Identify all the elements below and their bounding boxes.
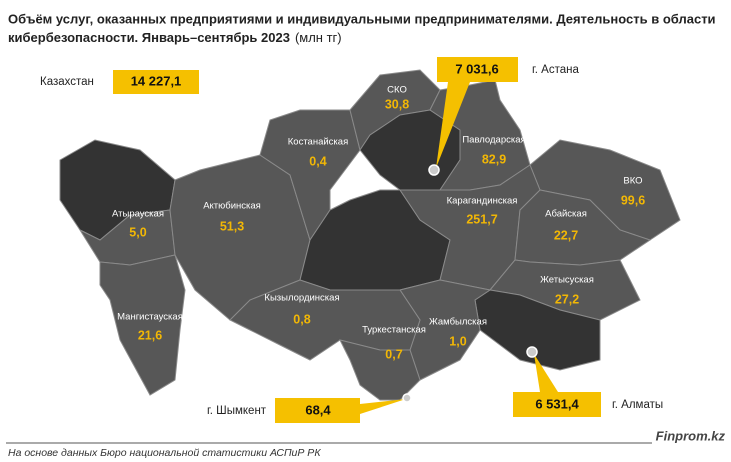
total-value: 14 227,1 bbox=[131, 73, 182, 88]
city-value: 7 031,6 bbox=[455, 61, 498, 76]
total-box bbox=[113, 70, 199, 94]
total-label: Казахстан bbox=[40, 76, 94, 88]
city-label: г. Шымкент bbox=[207, 405, 267, 417]
region-name: Карагандинская bbox=[447, 196, 518, 207]
region-name: СКО bbox=[387, 85, 407, 96]
region-value: 22,7 bbox=[554, 228, 578, 242]
city-dot bbox=[526, 346, 538, 358]
title: Объём услуг, оказанных предприятиями и и… bbox=[8, 11, 716, 26]
city-box bbox=[513, 392, 601, 417]
region-name: Актюбинская bbox=[203, 201, 261, 212]
region-name: Мангистауская bbox=[117, 312, 183, 323]
region-value: 0,8 bbox=[293, 312, 310, 326]
region-labels: СКО 30,8 Костанайская 0,4 Павлодарская 8… bbox=[112, 85, 645, 362]
region-value: 99,6 bbox=[621, 193, 645, 207]
region-value: 82,9 bbox=[482, 152, 506, 166]
city-label: г. Астана bbox=[532, 64, 579, 76]
region-value: 0,7 bbox=[385, 347, 402, 361]
region-value: 21,6 bbox=[138, 328, 162, 342]
source-note: На основе данных Бюро национальной стати… bbox=[8, 447, 321, 459]
city-label: г. Алматы bbox=[612, 399, 663, 411]
region-name: Абайская bbox=[545, 209, 587, 220]
city-value: 6 531,4 bbox=[535, 396, 579, 411]
title: кибербезопасности. Январь–сентябрь 2023 bbox=[8, 30, 290, 45]
city-pointer bbox=[436, 82, 470, 168]
city-dot bbox=[428, 164, 440, 176]
region-shape bbox=[99, 254, 186, 396]
city-pointer bbox=[534, 354, 558, 392]
region-value: 251,7 bbox=[466, 212, 497, 226]
region-name: Атырауская bbox=[112, 209, 164, 220]
region-shape bbox=[259, 109, 361, 242]
region-name: Павлодарская bbox=[462, 135, 525, 146]
city-pointer bbox=[360, 399, 406, 414]
city-box bbox=[437, 57, 518, 82]
brand: Finprom.kz bbox=[656, 428, 726, 443]
region-name: Жамбылская bbox=[429, 317, 487, 328]
unit: (млн тг) bbox=[295, 30, 342, 45]
city-box bbox=[275, 398, 360, 423]
region-value: 5,0 bbox=[129, 225, 146, 239]
region-value: 51,3 bbox=[220, 219, 244, 233]
city-dot bbox=[402, 393, 412, 403]
region-value: 0,4 bbox=[309, 154, 326, 168]
map bbox=[59, 69, 681, 401]
city-value: 68,4 bbox=[305, 402, 331, 417]
region-name: Костанайская bbox=[288, 137, 348, 148]
region-value: 27,2 bbox=[555, 292, 579, 306]
region-value: 30,8 bbox=[385, 97, 409, 111]
title: кибербезопасности. Январь–сентябрь 2023 (… bbox=[8, 30, 342, 45]
region-name: Жетысуская bbox=[540, 275, 594, 286]
region-name: ВКО bbox=[623, 176, 642, 187]
region-value: 1,0 bbox=[449, 334, 466, 348]
region-name: Туркестанская bbox=[362, 325, 426, 336]
region-name: Кызылординская bbox=[264, 293, 339, 304]
